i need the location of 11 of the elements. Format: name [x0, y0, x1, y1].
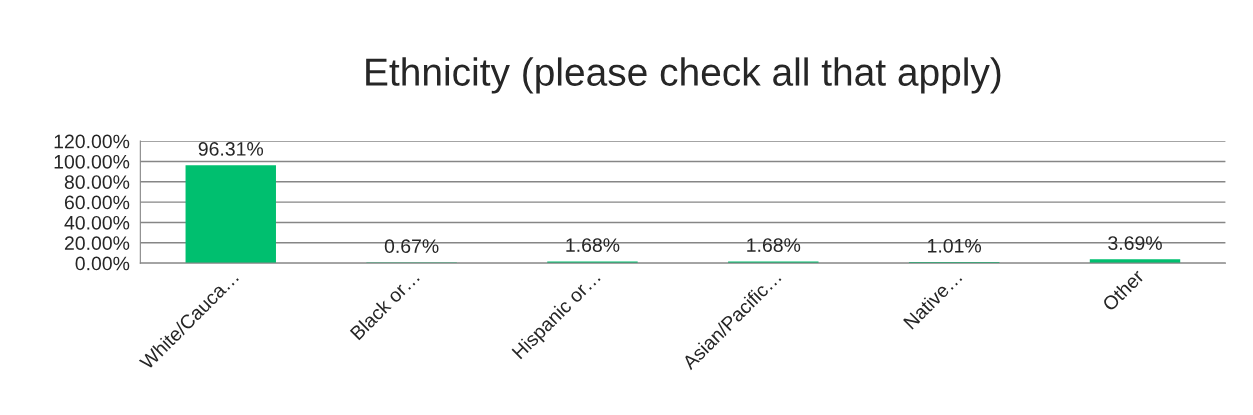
data-label: 96.31%: [198, 142, 264, 156]
y-tick-label: 60.00%: [64, 195, 130, 210]
y-tick-label: 20.00%: [64, 236, 130, 251]
y-tick-label: 40.00%: [64, 215, 130, 230]
y-tick-label: 80.00%: [64, 175, 130, 190]
y-tick-label: 0.00%: [75, 256, 130, 271]
data-label: 1.01%: [928, 238, 982, 253]
y-tick-label: 100.00%: [54, 154, 130, 169]
data-label: 0.67%: [384, 239, 439, 254]
y-tick-label: 120.00%: [54, 134, 130, 149]
chart-title: Ethnicity (please check all that apply): [366, 57, 1001, 94]
